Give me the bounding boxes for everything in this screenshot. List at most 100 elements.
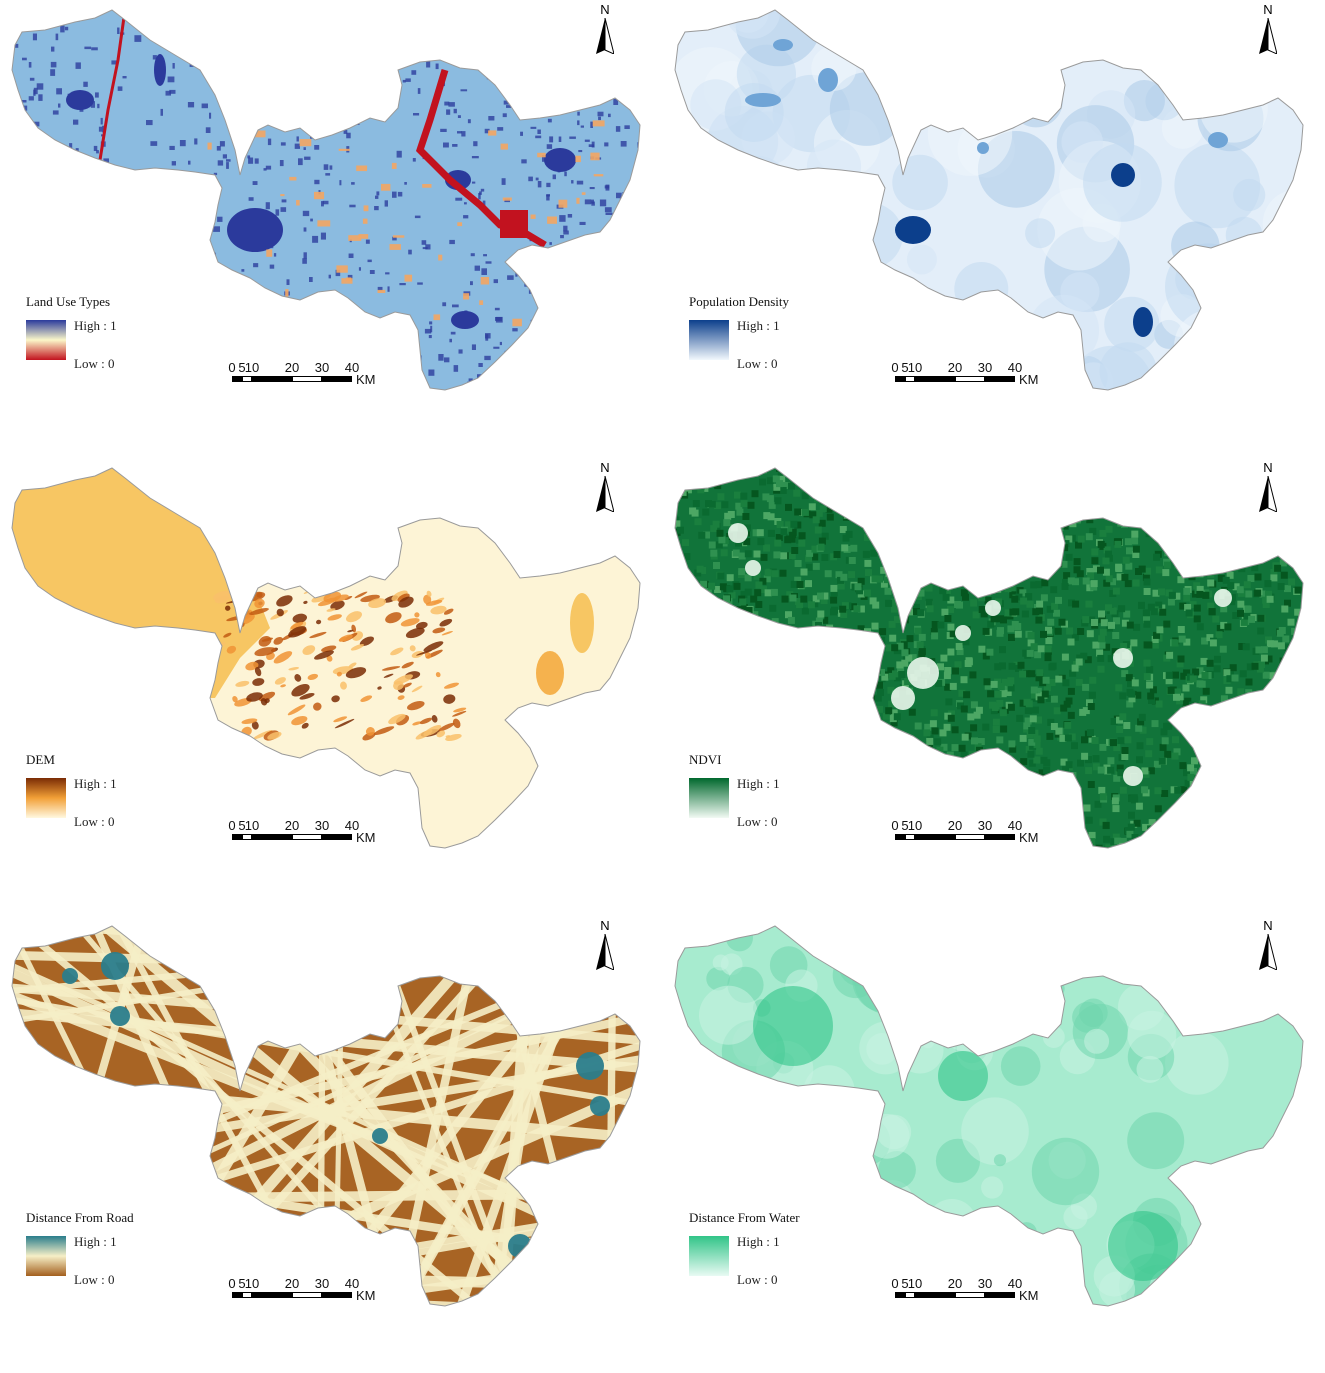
legend: NDVI High : 1 Low : 0 — [689, 752, 780, 829]
scale-segment — [242, 1292, 252, 1298]
scale-tick: 30 — [314, 360, 330, 375]
scale-bar: 0 5 10 20 30 40 KM — [228, 818, 392, 848]
scale-segment — [905, 834, 915, 840]
scale-tick: 5 — [238, 818, 246, 833]
legend-high-label: High : 1 — [737, 776, 780, 791]
scale-tick: 0 — [228, 818, 236, 833]
scale-segment — [985, 1292, 1015, 1298]
scale-segment — [322, 834, 352, 840]
legend-high-label: High : 1 — [74, 776, 117, 791]
scale-segment — [985, 376, 1015, 382]
north-label: N — [1263, 460, 1273, 475]
scale-tick: 0 — [891, 360, 899, 375]
scale-unit: KM — [356, 1288, 376, 1303]
scale-segment — [252, 834, 292, 840]
legend: Distance From Water High : 1 Low : 0 — [689, 1210, 800, 1287]
scale-segment — [242, 376, 252, 382]
scale-tick: 5 — [901, 818, 909, 833]
legend: DEM High : 1 Low : 0 — [26, 752, 117, 829]
scale-segment — [895, 834, 905, 840]
scale-segment — [955, 376, 985, 382]
scale-bar: 0 5 10 20 30 40 KM — [228, 360, 392, 390]
scale-tick: 30 — [977, 1276, 993, 1291]
panel-road: N Distance From Road High : 1 Low : 0 0 5 10 20… — [0, 916, 662, 1373]
legend-high-label: High : 1 — [74, 318, 117, 333]
scale-tick: 40 — [1007, 360, 1023, 375]
scale-tick: 40 — [344, 818, 360, 833]
legend-low-label: Low : 0 — [74, 1272, 115, 1287]
legend-high-label: High : 1 — [74, 1234, 117, 1249]
scale-segment — [955, 834, 985, 840]
scale-segment — [232, 834, 242, 840]
north-label: N — [600, 2, 610, 17]
map-dem — [11, 467, 641, 849]
scale-tick: 20 — [284, 1276, 300, 1291]
legend-ramp — [689, 1236, 729, 1276]
scale-segment — [242, 834, 252, 840]
panel-ndvi: N NDVI High : 1 Low : 0 0 5 10 20 30 40 KM — [663, 458, 1325, 915]
north-label: N — [600, 460, 610, 475]
scale-tick: 40 — [344, 360, 360, 375]
scale-tick: 40 — [1007, 1276, 1023, 1291]
scale-tick: 5 — [238, 360, 246, 375]
scale-unit: KM — [1019, 830, 1039, 845]
legend-low-label: Low : 0 — [74, 356, 115, 371]
scale-tick: 0 — [891, 818, 899, 833]
legend-title: NDVI — [689, 752, 722, 767]
legend-high-label: High : 1 — [737, 318, 780, 333]
legend-title: Distance From Road — [26, 1210, 134, 1225]
north-arrow-icon: N — [590, 460, 620, 520]
north-label: N — [600, 918, 610, 933]
scale-tick: 10 — [907, 360, 923, 375]
scale-tick: 20 — [947, 818, 963, 833]
legend: Population Density High : 1 Low : 0 — [689, 294, 789, 371]
scale-bar: 0 5 10 20 30 40 KM — [891, 360, 1055, 390]
panel-dem: N DEM High : 1 Low : 0 0 5 10 20 30 40 KM — [0, 458, 662, 915]
scale-tick: 10 — [907, 1276, 923, 1291]
scale-tick: 5 — [901, 360, 909, 375]
scale-tick: 5 — [238, 1276, 246, 1291]
legend-low-label: Low : 0 — [737, 1272, 778, 1287]
legend-low-label: Low : 0 — [737, 356, 778, 371]
scale-tick: 10 — [244, 1276, 260, 1291]
map-water — [674, 925, 1304, 1307]
scale-segment — [905, 376, 915, 382]
scale-segment — [292, 834, 322, 840]
scale-tick: 20 — [947, 360, 963, 375]
legend-low-label: Low : 0 — [74, 814, 115, 829]
scale-segment — [252, 376, 292, 382]
scale-tick: 10 — [244, 818, 260, 833]
scale-tick: 30 — [314, 818, 330, 833]
scale-tick: 10 — [907, 818, 923, 833]
scale-unit: KM — [356, 372, 376, 387]
legend-low-label: Low : 0 — [737, 814, 778, 829]
scale-tick: 20 — [284, 360, 300, 375]
map-ndvi — [674, 467, 1304, 849]
scale-bar: 0 5 10 20 30 40 KM — [891, 818, 1055, 848]
legend: Distance From Road High : 1 Low : 0 — [26, 1210, 134, 1287]
scale-segment — [895, 1292, 905, 1298]
legend-ramp — [689, 320, 729, 360]
legend-ramp — [26, 778, 66, 818]
scale-tick: 0 — [891, 1276, 899, 1291]
scale-segment — [252, 1292, 292, 1298]
legend-title: Distance From Water — [689, 1210, 800, 1225]
north-arrow-icon: N — [1253, 460, 1283, 520]
scale-tick: 30 — [977, 818, 993, 833]
legend-title: Land Use Types — [26, 294, 111, 309]
scale-segment — [905, 1292, 915, 1298]
scale-tick: 0 — [228, 1276, 236, 1291]
north-label: N — [1263, 2, 1273, 17]
north-arrow-icon: N — [590, 2, 620, 62]
legend: Land Use Types High : 1 Low : 0 — [26, 294, 117, 371]
panel-landuse: N Land Use Types High : 1 Low : 0 0 5 10 20 30 40… — [0, 0, 662, 457]
legend-ramp — [689, 778, 729, 818]
scale-segment — [292, 376, 322, 382]
scale-segment — [322, 376, 352, 382]
legend-ramp — [26, 320, 66, 360]
scale-tick: 20 — [947, 1276, 963, 1291]
scale-unit: KM — [1019, 1288, 1039, 1303]
scale-tick: 20 — [284, 818, 300, 833]
north-arrow-icon: N — [590, 918, 620, 978]
scale-segment — [915, 376, 955, 382]
